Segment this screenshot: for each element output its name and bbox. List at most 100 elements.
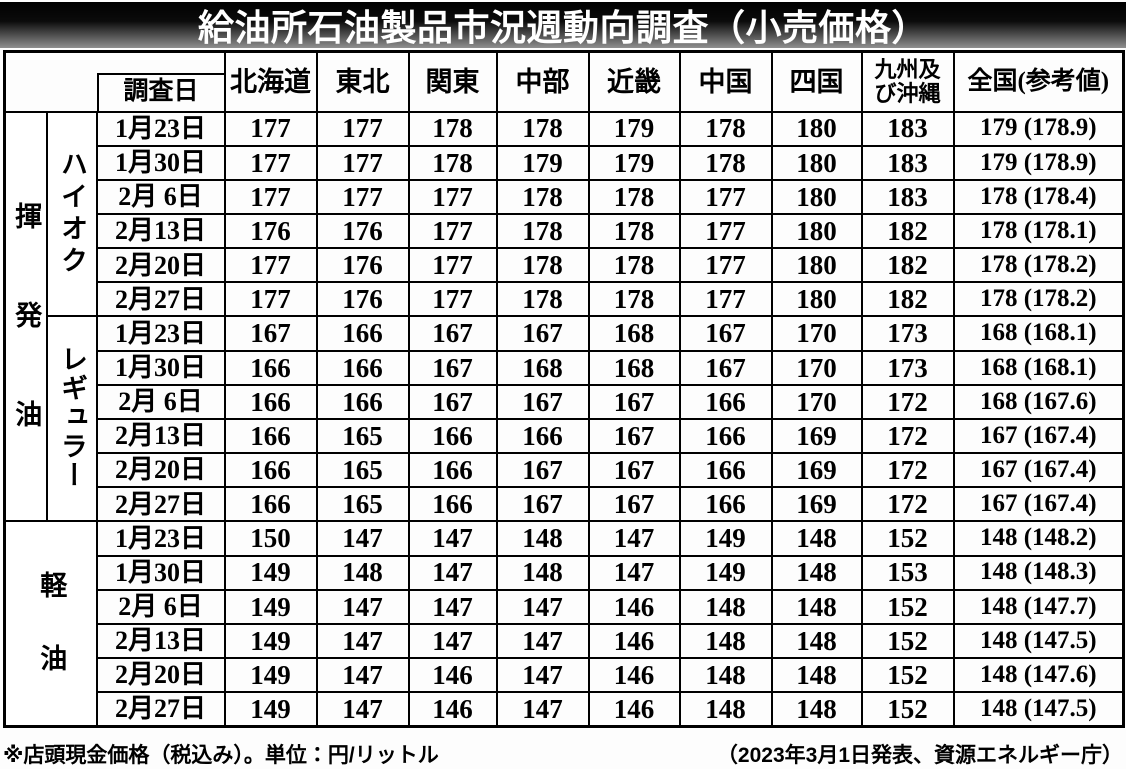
price-cell: 173 xyxy=(860,349,955,386)
price-cell: 165 xyxy=(315,486,410,523)
price-cell: 152 xyxy=(860,691,955,728)
price-cell: 178 xyxy=(678,144,773,181)
table-row: 2月 6日 149 147 147 147 146 148 148 152 148 (147.7) xyxy=(5,588,1125,625)
table-row: 2月27日 177 176 177 178 178 177 180 182 178 (178.2) xyxy=(5,281,1125,318)
price-cell: 166 xyxy=(678,383,773,420)
header-hokkaido: 北海道 xyxy=(223,50,318,113)
national-price-cell: 148 (147.5) xyxy=(952,691,1125,728)
price-cell: 179 xyxy=(587,144,681,181)
group-label-text: 揮発油 xyxy=(11,201,42,499)
price-cell: 177 xyxy=(223,110,318,147)
price-cell: 180 xyxy=(770,281,863,318)
price-cell: 182 xyxy=(860,212,955,250)
group-label-text: 軽油 xyxy=(36,571,67,718)
price-cell: 168 xyxy=(495,349,590,386)
table-row: 1月30日 166 166 167 168 168 167 170 173 168 (168.1) xyxy=(5,349,1125,386)
price-cell: 166 xyxy=(407,452,498,489)
price-cell: 172 xyxy=(860,486,955,523)
footnote-source: （2023年3月1日発表、資源エネルギー庁） xyxy=(716,744,1123,767)
subgroup-label-text: ハイオク xyxy=(57,150,87,279)
price-cell: 152 xyxy=(860,520,955,557)
price-cell: 148 xyxy=(770,520,863,557)
survey-date-cell: 1月30日 xyxy=(95,349,226,386)
table-row: 軽油 1月23日 150 147 147 148 147 149 148 152 148 (148.… xyxy=(3,520,1125,728)
header-row: 調査日 北海道 東北 関東 中部 近畿 中国 四国 九州及 び沖縄 全国(参考値… xyxy=(3,50,1125,113)
price-cell: 178 xyxy=(587,178,681,215)
price-cell: 165 xyxy=(315,452,410,489)
price-cell: 183 xyxy=(860,178,955,215)
price-cell: 177 xyxy=(678,247,773,284)
table-row: 2月27日 149 147 146 147 146 148 148 152 148 (147.5) xyxy=(5,691,1125,728)
price-cell: 182 xyxy=(860,281,955,318)
title-bar: 給油所石油製品市況週動向調査（小売価格） xyxy=(0,2,1126,48)
price-cell: 173 xyxy=(860,315,955,352)
price-cell: 177 xyxy=(407,212,498,250)
header-kinki: 近畿 xyxy=(587,50,681,113)
price-cell: 177 xyxy=(678,178,773,215)
subgroup-label: レギュラー xyxy=(45,315,98,523)
table-row: 2月20日 166 165 166 167 167 166 169 172 167 (167.4) xyxy=(5,452,1125,489)
price-cell: 177 xyxy=(407,281,498,318)
price-cell: 166 xyxy=(223,452,318,489)
price-cell: 148 xyxy=(495,554,590,591)
table-row: 1月30日 177 177 178 179 179 178 180 183 179 (178.9) xyxy=(5,144,1125,181)
price-cell: 166 xyxy=(678,452,773,489)
price-cell: 149 xyxy=(678,520,773,557)
price-cell: 147 xyxy=(407,520,498,557)
price-cell: 147 xyxy=(315,691,410,728)
table-row: 揮発油 ハイオク 1月23日 177 177 178 178 179 178 180 183 179 … xyxy=(3,110,1125,523)
national-price-cell: 178 (178.2) xyxy=(952,247,1125,284)
price-cell: 148 xyxy=(678,656,773,694)
national-price-cell: 168 (167.6) xyxy=(952,383,1125,420)
price-cell: 152 xyxy=(860,656,955,694)
table-row: 2月13日 176 176 177 178 178 177 180 182 178 (178.1) xyxy=(5,212,1125,250)
header-shikoku: 四国 xyxy=(770,50,863,113)
national-price-cell: 168 (168.1) xyxy=(952,349,1125,386)
survey-date-cell: 2月27日 xyxy=(95,281,226,318)
price-cell: 149 xyxy=(223,588,318,625)
price-cell: 180 xyxy=(770,110,863,147)
price-cell: 177 xyxy=(407,247,498,284)
price-cell: 169 xyxy=(770,452,863,489)
price-cell: 176 xyxy=(315,212,410,250)
price-cell: 167 xyxy=(587,417,681,455)
price-cell: 148 xyxy=(678,588,773,625)
price-cell: 178 xyxy=(495,212,590,250)
group-label: 軽油 xyxy=(3,520,98,728)
price-cell: 178 xyxy=(587,281,681,318)
price-cell: 146 xyxy=(587,691,681,728)
price-cell: 167 xyxy=(587,383,681,420)
price-cell: 180 xyxy=(770,178,863,215)
price-cell: 148 xyxy=(678,691,773,728)
table-row: 2月27日 166 165 166 167 167 166 169 172 167 (167.4) xyxy=(5,486,1125,523)
price-cell: 147 xyxy=(315,656,410,694)
price-cell: 167 xyxy=(587,486,681,523)
survey-date-cell: 2月 6日 xyxy=(95,588,226,625)
table-row: 2月20日 149 147 146 147 146 148 148 152 148 (147.6) xyxy=(5,656,1125,694)
survey-date-cell: 2月13日 xyxy=(95,622,226,660)
price-cell: 149 xyxy=(223,554,318,591)
price-cell: 169 xyxy=(770,486,863,523)
price-cell: 147 xyxy=(315,520,410,557)
price-cell: 147 xyxy=(495,656,590,694)
survey-date-cell: 2月27日 xyxy=(95,486,226,523)
price-cell: 148 xyxy=(770,656,863,694)
price-cell: 167 xyxy=(407,349,498,386)
price-cell: 172 xyxy=(860,383,955,420)
survey-date-cell: 1月23日 xyxy=(95,110,226,147)
price-cell: 147 xyxy=(407,588,498,625)
price-cell: 153 xyxy=(860,554,955,591)
price-cell: 177 xyxy=(315,110,410,147)
price-cell: 167 xyxy=(223,315,318,352)
national-price-cell: 148 (147.6) xyxy=(952,656,1125,694)
price-cell: 149 xyxy=(223,622,318,660)
price-cell: 148 xyxy=(770,588,863,625)
price-cell: 178 xyxy=(495,178,590,215)
national-price-cell: 148 (147.7) xyxy=(952,588,1125,625)
price-cell: 148 xyxy=(770,554,863,591)
table-row: 2月 6日 166 166 167 167 167 166 170 172 168 (167.6) xyxy=(5,383,1125,420)
survey-date-cell: 1月30日 xyxy=(95,554,226,591)
footer: ※店頭現金価格（税込み）。単位：円/リットル （2023年3月1日発表、資源エネ… xyxy=(3,739,1123,769)
survey-date-cell: 2月20日 xyxy=(95,452,226,489)
price-cell: 176 xyxy=(315,281,410,318)
